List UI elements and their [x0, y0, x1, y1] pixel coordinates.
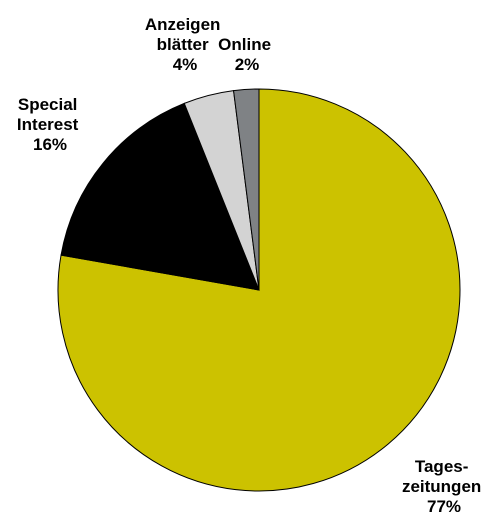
slice-label-special-interest: Special Interest 16%	[17, 95, 83, 154]
pie-slices	[57, 88, 461, 492]
pie-slice-special-interest	[60, 102, 260, 291]
slice-label-online: Online 2%	[218, 35, 276, 74]
slice-label-tageszeitungen: Tages- zeitungen 77%	[402, 457, 486, 516]
slice-label-anzeigenblaetter: Anzeigen blätter 4%	[145, 15, 225, 74]
pie-slice-online	[232, 88, 260, 291]
